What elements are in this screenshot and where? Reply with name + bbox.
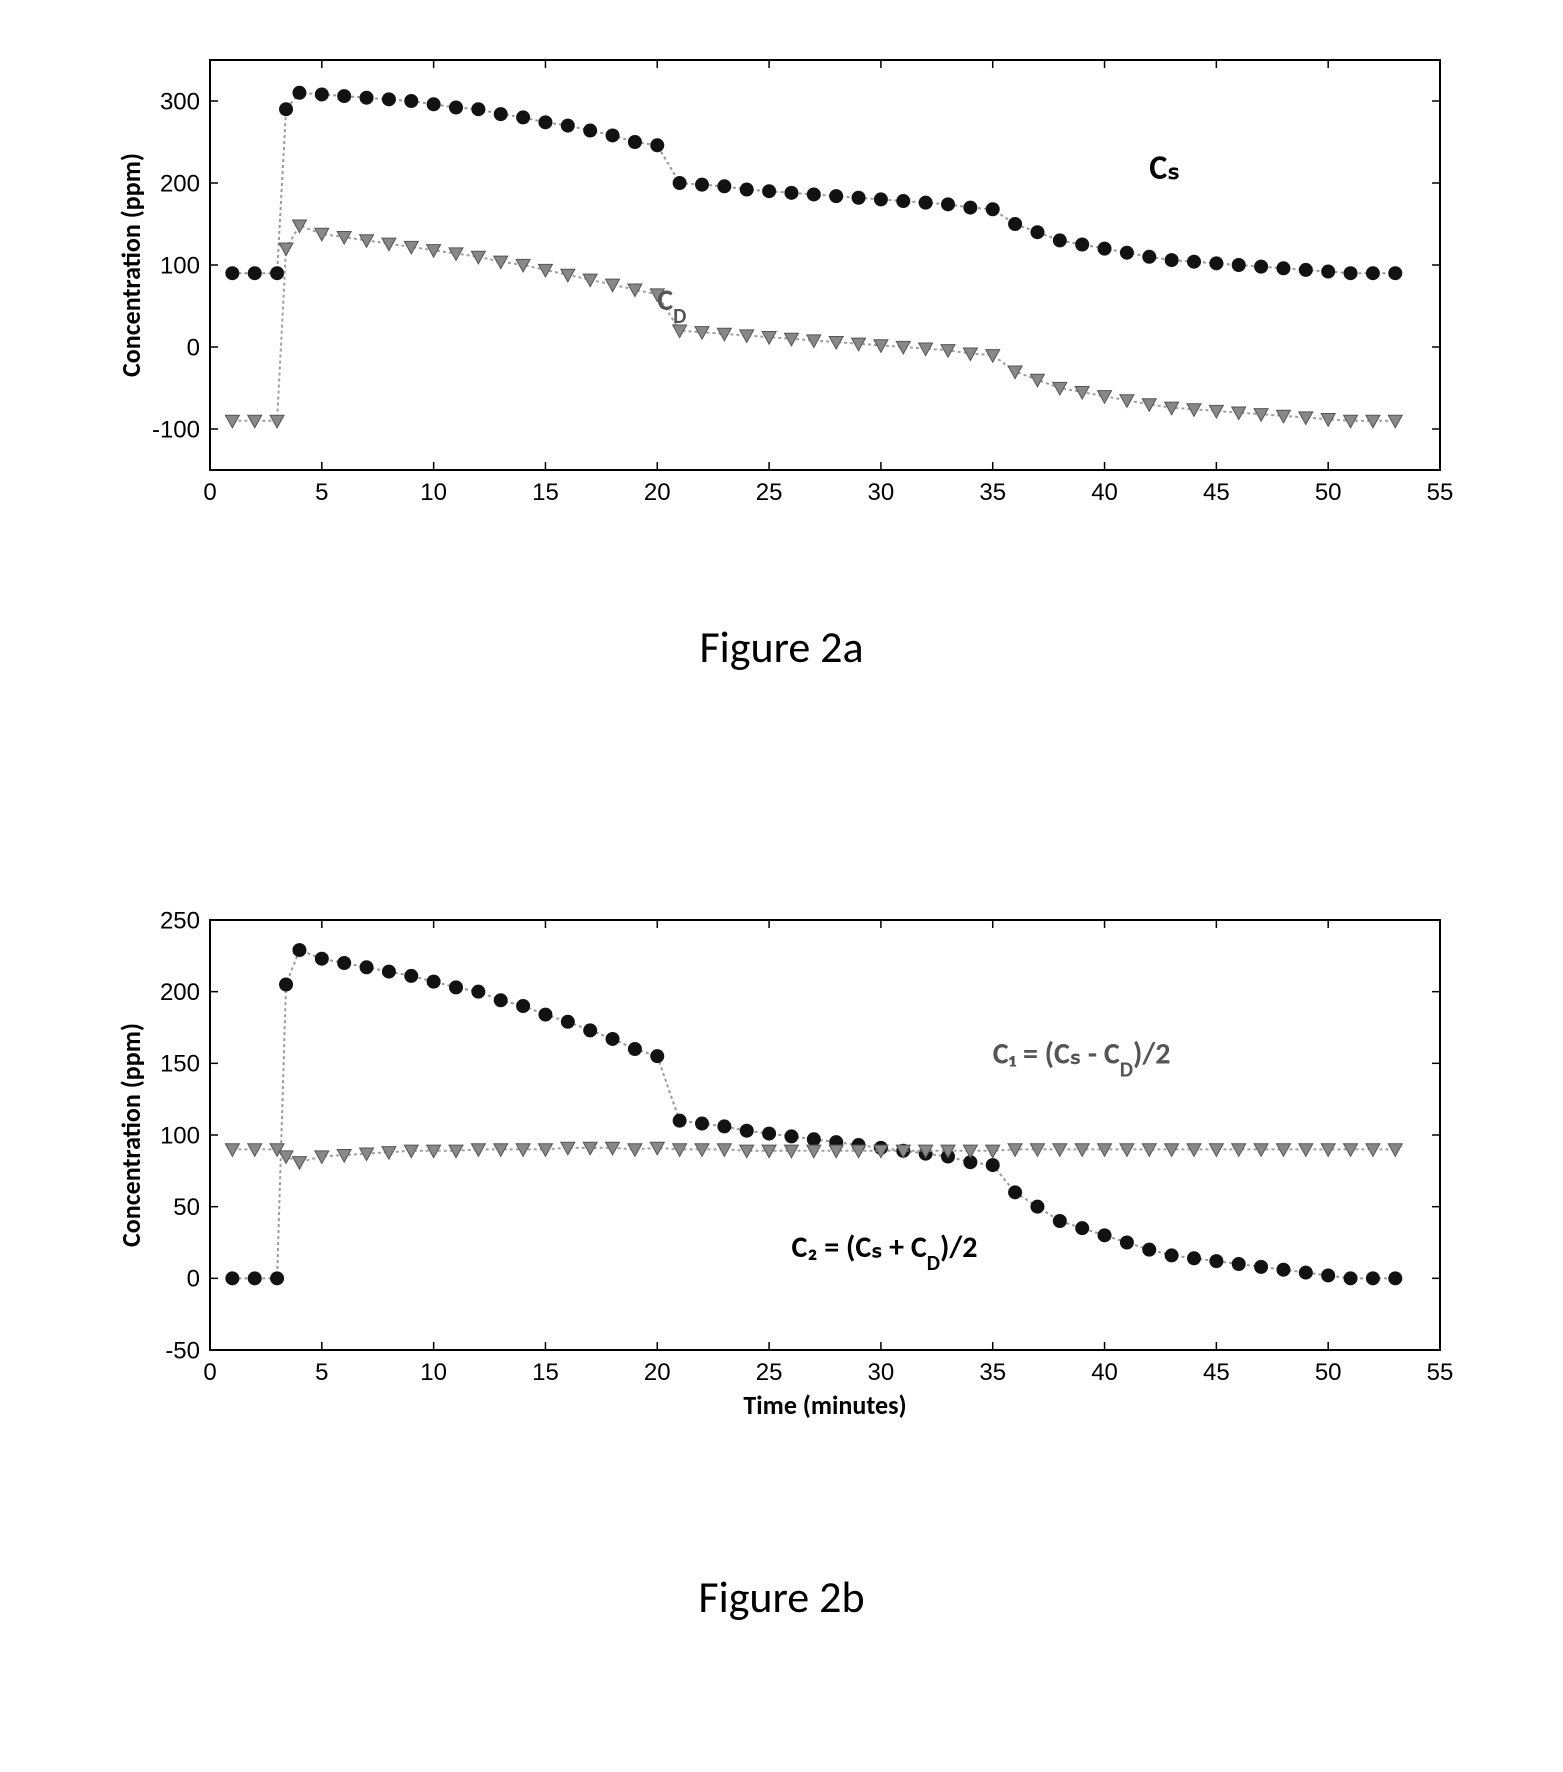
svg-text:15: 15 bbox=[532, 1359, 559, 1386]
caption-figure-2a: Figure 2a bbox=[0, 620, 1563, 674]
svg-text:-100: -100 bbox=[152, 416, 200, 443]
svg-text:250: 250 bbox=[160, 907, 200, 934]
svg-text:25: 25 bbox=[756, 1359, 783, 1386]
svg-text:300: 300 bbox=[160, 88, 200, 115]
page: { "figure_a": { "type": "scatter", "back… bbox=[0, 0, 1563, 1772]
svg-text:30: 30 bbox=[868, 479, 895, 506]
svg-text:150: 150 bbox=[160, 1051, 200, 1078]
chart-concentration-cs-cd: 0 5 10 15 20 25 30 35 40 45 50 55 -100 0 100 200 300 Conc… bbox=[100, 40, 1460, 520]
svg-text:20: 20 bbox=[644, 1359, 671, 1386]
svg-text:40: 40 bbox=[1091, 479, 1118, 506]
svg-text:45: 45 bbox=[1203, 1359, 1230, 1386]
svg-text:55: 55 bbox=[1427, 479, 1454, 506]
svg-text:20: 20 bbox=[644, 479, 671, 506]
svg-text:30: 30 bbox=[868, 1359, 895, 1386]
svg-text:100: 100 bbox=[160, 1122, 200, 1149]
svg-text:5: 5 bbox=[315, 479, 328, 506]
y-axis-label: Concentration (ppm) bbox=[115, 1023, 147, 1247]
svg-text:50: 50 bbox=[173, 1194, 200, 1221]
x-axis-label: Time (minutes) bbox=[743, 1389, 906, 1421]
chart-concentration-c1-c2: 0510152025303540455055-50050100150200250… bbox=[100, 900, 1460, 1430]
svg-text:0: 0 bbox=[187, 1266, 200, 1293]
svg-text:25: 25 bbox=[756, 479, 783, 506]
svg-text:100: 100 bbox=[160, 252, 200, 279]
svg-text:200: 200 bbox=[160, 979, 200, 1006]
svg-text:50: 50 bbox=[1315, 1359, 1342, 1386]
svg-text:-50: -50 bbox=[165, 1337, 200, 1364]
svg-text:45: 45 bbox=[1203, 479, 1230, 506]
svg-text:55: 55 bbox=[1427, 1359, 1454, 1386]
series-label-Cs: Cₛ bbox=[1149, 148, 1180, 189]
svg-text:10: 10 bbox=[420, 1359, 447, 1386]
svg-text:0: 0 bbox=[203, 479, 216, 506]
y-axis-label: Concentration (ppm) bbox=[115, 153, 147, 377]
svg-text:5: 5 bbox=[315, 1359, 328, 1386]
svg-text:35: 35 bbox=[979, 479, 1006, 506]
svg-text:10: 10 bbox=[420, 479, 447, 506]
svg-text:200: 200 bbox=[160, 170, 200, 197]
svg-text:35: 35 bbox=[979, 1359, 1006, 1386]
caption-figure-2b: Figure 2b bbox=[0, 1570, 1563, 1624]
svg-text:0: 0 bbox=[203, 1359, 216, 1386]
svg-text:50: 50 bbox=[1315, 479, 1342, 506]
svg-text:15: 15 bbox=[532, 479, 559, 506]
svg-text:0: 0 bbox=[187, 334, 200, 361]
svg-text:40: 40 bbox=[1091, 1359, 1118, 1386]
